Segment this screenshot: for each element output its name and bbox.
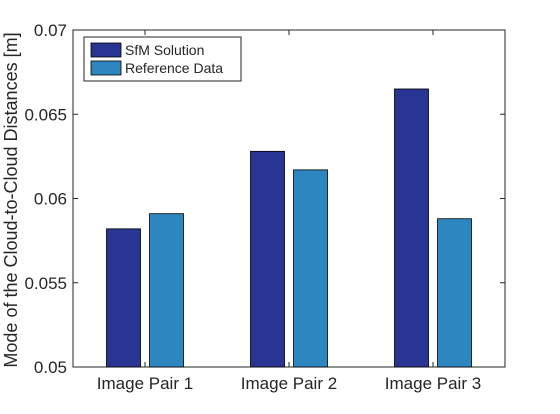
bar-reference-1 [149, 213, 184, 368]
legend-label: Reference Data [125, 60, 223, 76]
y-tick-label: 0.07 [34, 21, 67, 40]
legend-swatch [90, 42, 122, 58]
legend-swatch [90, 60, 122, 76]
x-tick-label: Image Pair 1 [97, 374, 193, 393]
legend-label: SfM Solution [125, 42, 204, 58]
axes-box [72, 29, 506, 368]
bars [106, 88, 472, 368]
bar-reference-3 [437, 218, 472, 368]
y-axis-label: Mode of the Cloud-to-Cloud Distances [m] [1, 32, 21, 367]
y-tick-label: 0.055 [24, 274, 67, 293]
y-tick-label: 0.06 [34, 190, 67, 209]
bar-sfm-1 [106, 228, 141, 368]
bar-sfm-2 [250, 150, 285, 368]
y-tick-label: 0.065 [24, 105, 67, 124]
x-axis: Image Pair 1 Image Pair 2 Image Pair 3 [97, 30, 481, 393]
y-tick-label: 0.05 [34, 358, 67, 377]
x-tick-label: Image Pair 2 [241, 374, 337, 393]
plot-area [72, 29, 506, 368]
legend: SfM Solution Reference Data [83, 36, 242, 82]
bar-sfm-3 [394, 88, 429, 368]
x-tick-label: Image Pair 3 [385, 374, 481, 393]
bar-reference-2 [293, 169, 328, 368]
y-axis: 0.05 0.055 0.06 0.065 0.07 [24, 21, 505, 377]
